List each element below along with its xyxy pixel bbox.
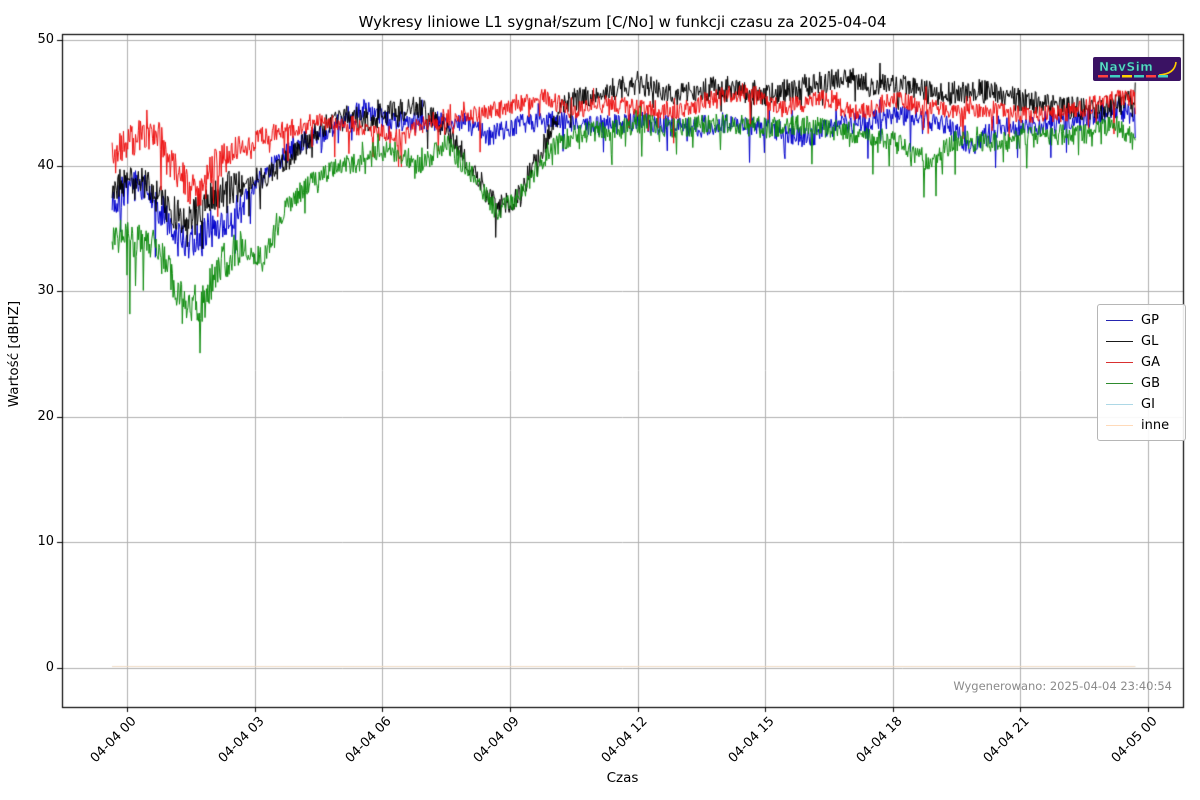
x-axis-label: Czas	[606, 770, 639, 786]
legend-label: GP	[1141, 313, 1159, 328]
legend-label: inne	[1141, 418, 1170, 433]
legend-label: GL	[1141, 334, 1159, 349]
legend-item-gi: GI	[1098, 394, 1185, 415]
legend-item-ga: GA	[1098, 352, 1185, 373]
y-axis-label: Wartość [dBHZ]	[6, 300, 22, 408]
chart-title: Wykresy liniowe L1 sygnał/szum [C/No] w …	[358, 13, 887, 31]
legend-line-swatch	[1106, 341, 1133, 342]
y-tick-label: 40	[37, 157, 54, 173]
legend-item-gp: GP	[1098, 310, 1185, 331]
legend-label: GI	[1141, 397, 1155, 412]
y-tick-label: 30	[37, 283, 54, 299]
legend-label: GB	[1141, 376, 1160, 391]
legend-line-swatch	[1106, 404, 1133, 405]
legend-item-gl: GL	[1098, 331, 1185, 352]
generated-timestamp: Wygenerowano: 2025-04-04 23:40:54	[953, 679, 1172, 693]
legend: GP GL GA GB GI inne	[1097, 304, 1186, 441]
legend-line-swatch	[1106, 362, 1133, 363]
legend-item-inne: inne	[1098, 415, 1185, 436]
logo-swoosh	[1158, 61, 1177, 76]
y-tick-label: 20	[37, 408, 54, 424]
y-tick-label: 50	[37, 32, 54, 47]
logo-subtext	[1098, 75, 1168, 78]
navsim-logo-graphic: NavSim	[1093, 57, 1181, 81]
y-tick-label: 0	[45, 660, 54, 675]
y-tick-label: 10	[37, 534, 54, 550]
navsim-logo: NavSim	[1093, 57, 1181, 85]
legend-label: GA	[1141, 355, 1160, 370]
legend-item-gb: GB	[1098, 373, 1185, 394]
legend-line-swatch	[1106, 320, 1133, 321]
legend-line-swatch	[1106, 425, 1133, 426]
logo-text: NavSim	[1099, 60, 1153, 74]
legend-line-swatch	[1106, 383, 1133, 384]
